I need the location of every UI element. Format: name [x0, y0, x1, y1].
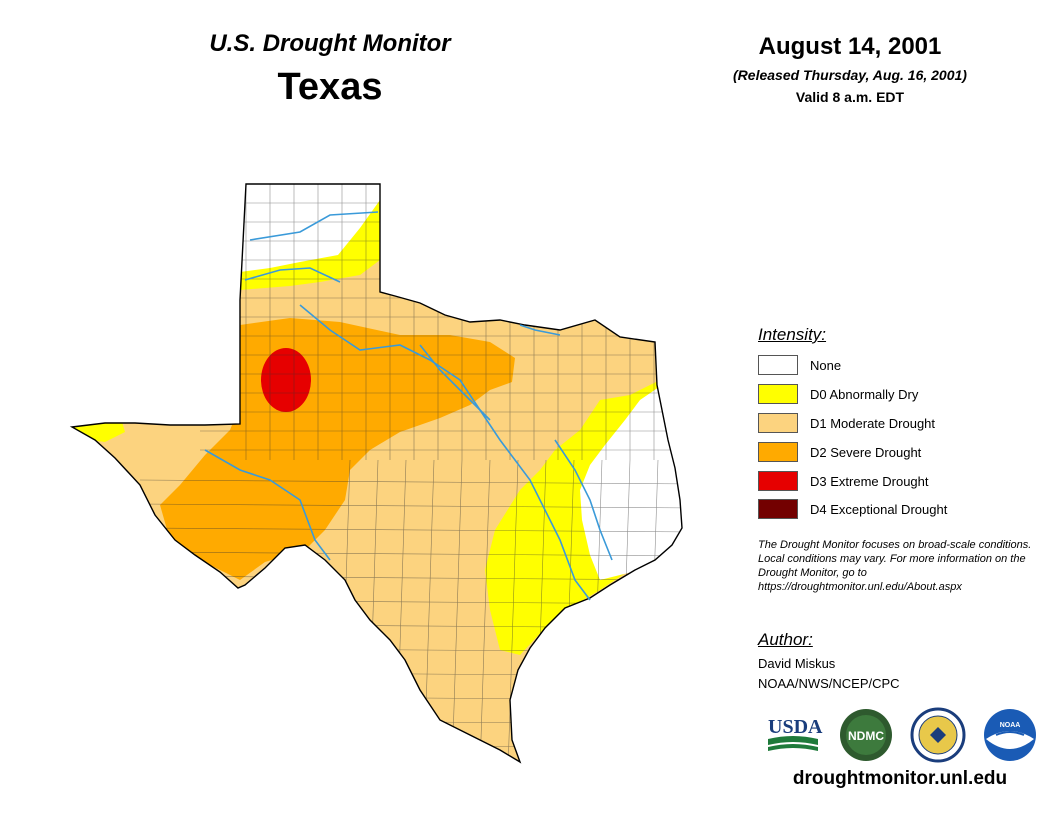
legend-item-none: None: [758, 354, 841, 376]
usda-logo-text: USDA: [768, 716, 823, 738]
legend-label: None: [810, 357, 842, 373]
author-name: David Miskus: [758, 656, 836, 671]
legend-label: D4 Exceptional Drought: [810, 501, 948, 517]
map-date: August 14, 2001: [758, 33, 942, 60]
noaa-logo: NOAA: [984, 709, 1036, 761]
legend-swatch: [758, 442, 798, 462]
ndmc-logo-text: NDMC: [848, 729, 884, 743]
monitor-title: U.S. Drought Monitor: [209, 30, 451, 57]
legend-item-d4: D4 Exceptional Drought: [758, 498, 947, 520]
legend-label: D1 Moderate Drought: [810, 415, 936, 431]
noaa-logo-text: NOAA: [1000, 722, 1021, 729]
agency-logos: USDA NDMC NOAA: [768, 707, 1036, 763]
drought-monitor-note: The Drought Monitor focuses on broad-sca…: [758, 539, 1032, 593]
legend-swatch: [758, 384, 798, 404]
legend-swatch: [758, 413, 798, 433]
legend-item-d1: D1 Moderate Drought: [758, 412, 935, 434]
legend-item-d0: D0 Abnormally Dry: [758, 383, 918, 405]
valid-time: Valid 8 a.m. EDT: [795, 89, 905, 105]
doc-seal-logo: [910, 707, 966, 763]
website-link[interactable]: droughtmonitor.unl.edu: [792, 768, 1008, 789]
legend-label: D2 Severe Drought: [810, 444, 922, 460]
ndmc-logo: NDMC: [840, 709, 892, 761]
release-date: (Released Thursday, Aug. 16, 2001): [733, 67, 967, 83]
legend-title: Intensity:: [758, 325, 827, 344]
author-title: Author:: [758, 630, 813, 649]
usda-logo: USDA: [768, 716, 823, 751]
legend-swatch: [758, 355, 798, 375]
legend-item-d2: D2 Severe Drought: [758, 441, 921, 463]
author-org: NOAA/NWS/NCEP/CPC: [758, 676, 900, 691]
legend-label: D0 Abnormally Dry: [810, 386, 919, 402]
state-title: Texas: [277, 66, 383, 108]
legend-swatch: [758, 471, 798, 491]
legend-label: D3 Extreme Drought: [810, 473, 929, 489]
texas-drought-map: [69, 183, 683, 764]
legend-swatch: [758, 499, 798, 519]
legend-item-d3: D3 Extreme Drought: [758, 470, 929, 492]
